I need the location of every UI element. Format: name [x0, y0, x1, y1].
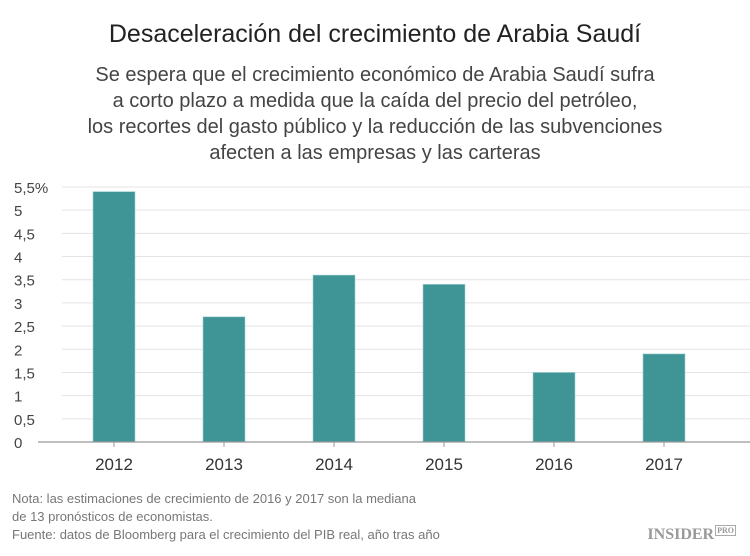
bar-2013 [202, 316, 246, 443]
y-tick-label: 1 [14, 389, 22, 406]
x-tick-label: 2016 [535, 455, 573, 474]
y-tick-label: 2 [14, 342, 22, 359]
y-tick-label: 4,5 [14, 226, 35, 243]
y-tick-label: 5,5% [14, 180, 48, 197]
x-tick-label: 2012 [95, 455, 133, 474]
y-tick-label: 1,5 [14, 365, 35, 382]
y-tick-label: 3,5 [14, 273, 35, 290]
subtitle-line: los recortes del gasto público y la redu… [87, 116, 663, 138]
y-tick-label: 3 [14, 296, 22, 313]
y-tick-label: 4 [14, 250, 22, 267]
y-tick-label: 5 [14, 203, 22, 220]
bar-2014 [312, 274, 356, 443]
x-tick-label: 2015 [425, 455, 463, 474]
subtitle-line: afecten a las empresas y las carteras [209, 142, 541, 164]
bar-2016 [532, 372, 576, 443]
bar-2012 [92, 191, 136, 443]
y-tick-label: 0 [14, 435, 22, 452]
y-tick-label: 2,5 [14, 319, 35, 336]
x-tick-label: 2013 [205, 455, 243, 474]
logo-badge: PRO [715, 525, 736, 536]
subtitle-line: a corto plazo a medida que la caída del … [112, 90, 638, 112]
chart-subtitle: Se espera que el crecimiento económico d… [40, 62, 710, 166]
chart-title: Desaceleración del crecimiento de Arabia… [108, 20, 642, 48]
source-line: Fuente: datos de Bloomberg para el creci… [12, 527, 440, 542]
note-line: de 13 pronósticos de economistas. [12, 509, 213, 524]
insider-pro-logo: INSIDER PRO [647, 525, 736, 544]
x-tick-label: 2017 [645, 455, 683, 474]
note-line: Nota: las estimaciones de crecimiento de… [12, 491, 416, 506]
y-tick-label: 0,5 [14, 412, 35, 429]
x-tick-label: 2014 [315, 455, 353, 474]
logo-text: INSIDER [647, 526, 715, 543]
bar-2015 [422, 284, 466, 443]
subtitle-line: Se espera que el crecimiento económico d… [95, 64, 655, 86]
bar-2017 [642, 353, 686, 443]
bar-chart: 0 0,5 1 1,5 2 2,5 3 3,5 4 4,5 5 5,5% 2012 2013 2014 201… [14, 180, 750, 474]
chart-notes: Nota: las estimaciones de crecimiento de… [12, 490, 440, 544]
